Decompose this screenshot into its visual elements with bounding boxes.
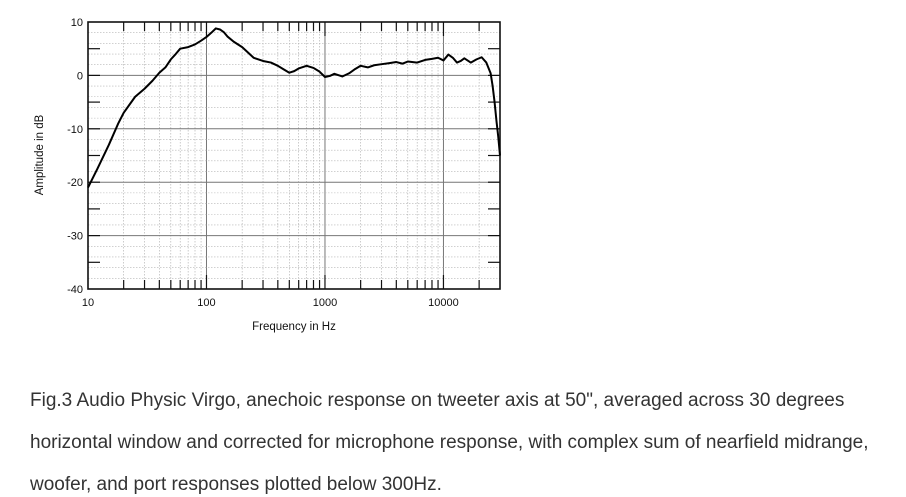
caption-line-3: woofer, and port responses plotted below… <box>30 474 442 495</box>
y-tick-label: -30 <box>67 231 83 243</box>
caption-line-1: Fig.3 Audio Physic Virgo, anechoic respo… <box>30 390 845 411</box>
x-tick-label: 10 <box>82 297 94 309</box>
y-tick-label: -20 <box>67 177 83 189</box>
y-axis-label: Amplitude in dB <box>34 114 46 195</box>
series-layer <box>87 27 501 188</box>
x-tick-label: 100 <box>197 297 215 309</box>
x-tick-label: 10000 <box>428 297 459 309</box>
x-tick-label: 1000 <box>313 297 337 309</box>
y-tick-label: 0 <box>77 70 83 82</box>
y-tick-label: -40 <box>67 284 83 296</box>
y-tick-label: -10 <box>67 124 83 136</box>
caption-line-2: horizontal window and corrected for micr… <box>30 432 869 453</box>
x-axis-label: Frequency in Hz <box>252 321 336 333</box>
y-tick-label: 10 <box>71 17 83 29</box>
tick-layer <box>88 22 500 289</box>
grid-layer <box>88 22 500 289</box>
frequency-response-chart: 10 100 1000 10000 10 0 -10 -20 -30 -40 Frequency … <box>0 0 520 350</box>
series-line-0 <box>87 27 501 188</box>
